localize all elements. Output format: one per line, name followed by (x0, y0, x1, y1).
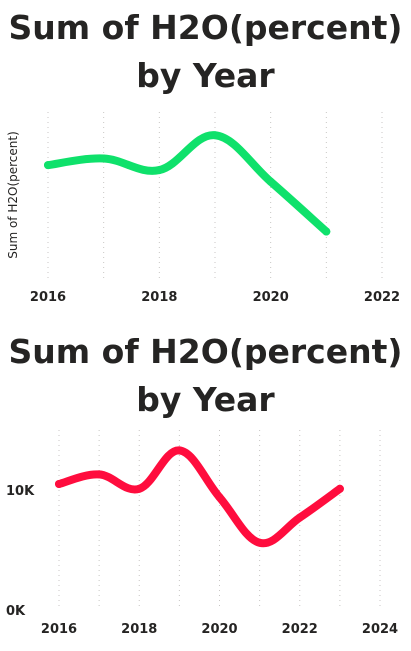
data-point-2020[interactable] (215, 493, 224, 502)
data-point-2016[interactable] (55, 480, 63, 488)
x-tick-label: 2024 (362, 622, 398, 637)
data-point-2023[interactable] (335, 484, 344, 493)
y-tick-label: 10K (6, 484, 35, 499)
x-tick-label: 2020 (201, 622, 237, 637)
data-point-2019[interactable] (211, 131, 219, 140)
data-point-2018[interactable] (135, 484, 144, 493)
x-tick-label: 2020 (253, 290, 289, 305)
data-point-2016[interactable] (44, 161, 52, 170)
chart-title: Sum of H2O(percent) by Year (8, 8, 403, 95)
line-chart-2: 2016 2018 2020 2022 2024 0K 10K (6, 430, 398, 637)
chart-panel-2: Sum of H2O(percent) by Year 2016 2018 2020… (0, 322, 411, 651)
x-tick-label: 2018 (121, 622, 157, 637)
data-point-2022[interactable] (295, 513, 304, 522)
x-tick-label: 2022 (282, 622, 318, 637)
chart-panel-1: Sum of H2O(percent) by Year 2016 2018 2020… (0, 0, 411, 320)
data-point-2018[interactable] (155, 166, 164, 175)
data-point-2020[interactable] (266, 177, 275, 186)
x-tick-label: 2018 (141, 290, 177, 305)
data-point-2017[interactable] (99, 154, 108, 163)
data-point-2021[interactable] (322, 227, 331, 236)
line-chart-1: 2016 2018 2020 2022 Sum of H2O(percent) (6, 112, 400, 305)
x-tick-label: 2016 (30, 290, 66, 305)
y-axis-title: Sum of H2O(percent) (6, 131, 20, 259)
series-line (44, 131, 331, 236)
series-line (55, 446, 344, 548)
data-point-2017[interactable] (95, 470, 104, 479)
x-tick-label: 2022 (364, 290, 400, 305)
y-tick-label: 0K (6, 604, 26, 619)
data-point-2021[interactable] (255, 538, 264, 547)
data-point-2019[interactable] (175, 446, 184, 455)
chart-title: Sum of H2O(percent) by Year (8, 332, 403, 419)
x-tick-label: 2016 (41, 622, 77, 637)
